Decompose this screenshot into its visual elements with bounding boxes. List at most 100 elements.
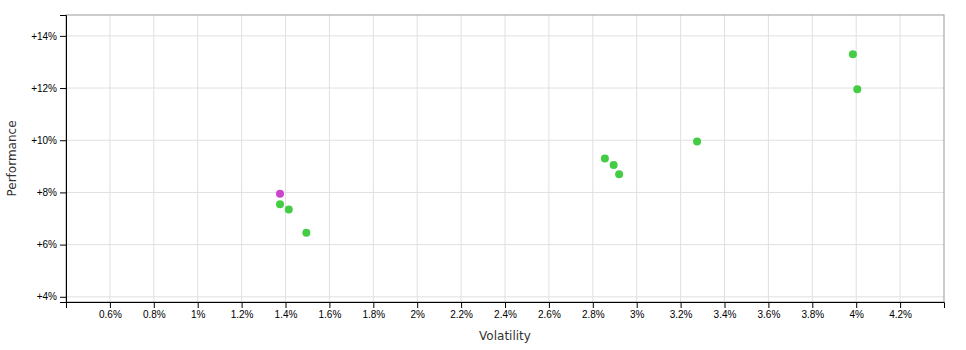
x-tick-mark [242,302,243,308]
x-tick-label: 1.6% [319,309,342,320]
x-tick: 2.6% [538,302,561,320]
x-grid-line [373,15,374,302]
x-grid-line [329,15,330,302]
x-tick-mark [549,302,550,308]
x-tick: 4% [849,302,864,320]
x-tick-mark [505,302,506,308]
point [849,50,857,58]
x-tick-mark [198,302,199,308]
x-tick-mark [286,302,287,308]
x-grid-line [768,15,769,302]
y-axis-title: Performance [5,120,19,196]
point [693,138,701,146]
x-tick-label: 3.4% [714,309,737,320]
plot-frame [66,15,944,302]
points [276,50,861,237]
x-tick: 3.2% [670,302,693,320]
x-tick: 2.4% [494,302,517,320]
x-tick-mark [812,302,813,308]
y-tick-mark [60,36,66,37]
x-tick-mark [593,302,594,308]
x-tick: 2.2% [450,302,473,320]
x-tick: 2.8% [582,302,605,320]
y-tick-label: +8% [37,187,57,198]
x-grid-line [285,15,286,302]
x-tick-label: 1.8% [362,309,385,320]
x-tick-mark [461,302,462,308]
x-tick-mark [768,302,769,308]
y-tick: +10% [31,135,66,146]
x-tick-label: 3.6% [758,309,781,320]
x-tick-label: 4% [849,309,864,320]
x-grid-line [856,15,857,302]
x-axis-title: Volatility [479,329,531,343]
y-tick-mark [60,140,66,141]
point [285,205,293,213]
x-tick: 1.2% [231,302,254,320]
y-tick-mark [60,245,66,246]
y-tick-label: +14% [31,31,57,42]
x-grid-line [153,15,154,302]
x-grid-line [109,15,110,302]
y-grid-line [66,35,944,36]
point [276,200,284,208]
x-tick-mark [856,302,857,308]
y-grid-line [66,140,944,141]
x-grid-line [592,15,593,302]
x-tick-label: 2.8% [582,309,605,320]
x-tick-mark [900,302,901,308]
x-grid-line [505,15,506,302]
x-tick: 2% [410,302,425,320]
x-grid-line [900,15,901,302]
x-tick-label: 3% [630,309,645,320]
grid [66,15,944,302]
x-tick-label: 3.2% [670,309,693,320]
x-tick-mark [110,302,111,308]
y-tick: +14% [31,31,66,42]
x-tick-mark [329,302,330,308]
x-tick: 3% [630,302,645,320]
x-tick-label: 2% [410,309,425,320]
y-tick-mark [60,88,66,89]
x-tick-label: 1.4% [275,309,298,320]
x-tick-mark [725,302,726,308]
x-grid-line [461,15,462,302]
x-tick: 1% [191,302,206,320]
x-axis: 0.6%0.8%1%1.2%1.4%1.6%1.8%2%2.2%2.4%2.6%… [67,302,945,320]
x-tick: 3.8% [801,302,824,320]
x-tick: 3.6% [758,302,781,320]
x-tick: 1.8% [362,302,385,320]
point [615,170,623,178]
x-tick-mark [637,302,638,308]
x-grid-line [548,15,549,302]
x-tick-label: 4.2% [889,309,912,320]
x-tick-mark [373,302,374,308]
plot: 0.6%0.8%1%1.2%1.4%1.6%1.8%2%2.2%2.4%2.6%… [31,15,944,320]
x-tick: 0.8% [143,302,166,320]
y-grid-line [66,296,944,297]
x-tick-label: 1% [191,309,206,320]
x-tick-label: 3.8% [801,309,824,320]
y-tick: +6% [37,239,66,250]
x-grid-line [680,15,681,302]
chart: 0.6%0.8%1%1.2%1.4%1.6%1.8%2%2.2%2.4%2.6%… [0,0,966,350]
x-grid-line [241,15,242,302]
point [853,85,861,93]
x-tick: 3.4% [714,302,737,320]
x-tick-mark [417,302,418,308]
y-grid-line [66,244,944,245]
point [601,155,609,163]
point [302,229,310,237]
point [276,190,284,198]
y-axis: +4%+6%+8%+10%+12%+14% [31,16,66,303]
y-tick-mark [60,297,66,298]
x-grid-line [724,15,725,302]
y-tick: +8% [37,187,66,198]
y-tick-mark [60,192,66,193]
y-grid-line [66,192,944,193]
y-axis-line [60,16,67,303]
x-grid-line [812,15,813,302]
x-axis-line [67,303,945,309]
x-tick-label: 1.2% [231,309,254,320]
y-tick-label: +4% [37,291,57,302]
